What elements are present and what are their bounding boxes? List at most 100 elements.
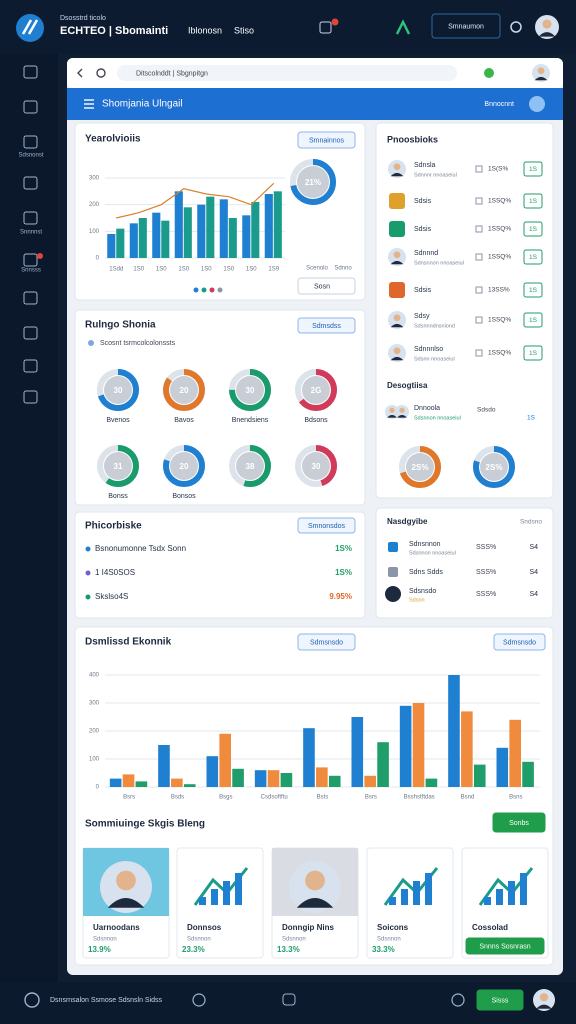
icon[interactable] [319,21,332,34]
button[interactable] [492,812,546,833]
legend-item: Sdnno [334,266,352,272]
badge[interactable] [523,193,543,209]
bar [399,705,412,787]
bar [171,778,183,787]
row-icon [389,221,405,237]
avatar-body [390,356,404,361]
tile-value: 13.9% [88,945,111,954]
icon[interactable] [395,19,411,35]
row-name: Sdsis [414,287,432,294]
button[interactable] [431,13,501,39]
sidebar-icon[interactable] [23,359,38,373]
row-name: Dnnoola [414,405,440,412]
bar [138,218,147,258]
donut-arc [295,445,337,487]
bar [206,756,219,787]
button[interactable] [476,989,524,1011]
avatar-body [397,414,407,418]
logo [16,14,44,42]
url-bar[interactable] [117,65,457,81]
card-title: Rulngo Shonia [85,320,156,331]
badge[interactable] [523,345,543,361]
nav-back[interactable] [77,68,83,78]
bar [158,745,170,787]
sidebar-icon[interactable] [23,326,38,340]
pager-dot [201,287,207,293]
row-icon [388,567,398,577]
donut-arc [295,369,337,411]
card-title: Nasdgyibe [387,517,428,526]
bar [183,784,196,787]
sidebar-icon[interactable] [23,253,38,267]
row-text: Bsnonumonne Tsdx Sonn [95,544,186,553]
bar [461,711,473,787]
x-tick-label: Bsds [171,795,184,801]
button-label: Smnaumon [448,23,484,30]
column-header: Sndsno [520,519,542,526]
donut-center [302,376,330,404]
badge[interactable] [523,282,543,298]
donut-center [406,453,434,481]
tile-title: Donngip Nins [282,923,335,932]
app-title: Shomjania Ulngail [102,99,183,110]
badge[interactable] [523,249,543,265]
badge[interactable] [523,312,543,328]
sidebar-icon[interactable] [23,390,38,404]
donut-center [480,453,508,481]
button[interactable] [465,937,545,955]
row-icon [385,586,401,602]
button[interactable] [297,317,356,334]
donut-arc [97,445,139,487]
tile-illustration [401,889,408,905]
bar [251,202,260,258]
donut-arc [229,445,271,487]
row-icon [475,316,483,324]
footer-icon[interactable] [192,993,206,1007]
card-title: Dsmlissd Ekonnik [85,637,172,648]
y-tick-label: 0 [96,785,100,791]
button[interactable] [297,517,356,534]
url: Ditscolnddt | Sbgnpitgn [136,70,208,77]
donut-label: 30 [312,462,321,471]
button-label: Snnns Sosnrasn [479,943,530,950]
bell-icon[interactable] [510,21,522,33]
sidebar-icon[interactable] [23,176,38,190]
card [375,507,554,619]
badge-label: 1S [529,350,538,357]
button-label: Smnainnos [309,137,345,144]
row-icon [475,197,483,205]
avatar-face [305,870,325,891]
sidebar-icon[interactable] [23,211,38,225]
x-tick-label: 1S0 [156,267,167,273]
sidebar-icon[interactable] [23,100,38,114]
brand: ECHTEO | Sbomainti [60,25,168,37]
donut-label: 30 [246,386,255,395]
donut-caption: Bdsons [304,417,328,424]
donut-center [104,376,132,404]
sidebar-icon[interactable] [23,135,38,149]
badge[interactable] [523,161,543,177]
badge-label: 1S [529,226,538,233]
sidebar-icon[interactable] [23,65,38,79]
donut-label: 21% [305,178,321,187]
search-text: Sosn [314,283,330,290]
row-icon [475,349,483,357]
section-title: Sommiuinge Skgis Bleng [85,819,205,830]
badge[interactable] [523,221,543,237]
sidebar-icon[interactable] [23,291,38,305]
tile-illustration [199,897,206,905]
user-icon[interactable] [529,96,545,112]
bar [135,781,148,787]
bar [122,774,135,787]
button[interactable] [297,131,356,149]
pager-dot [209,287,215,293]
search-box[interactable] [297,277,356,295]
row-value: S4 [529,591,538,598]
reload[interactable] [96,68,106,78]
button[interactable] [493,633,546,651]
button[interactable] [297,633,356,651]
footer-icon[interactable] [282,993,296,1006]
footer-icon[interactable] [451,993,465,1007]
